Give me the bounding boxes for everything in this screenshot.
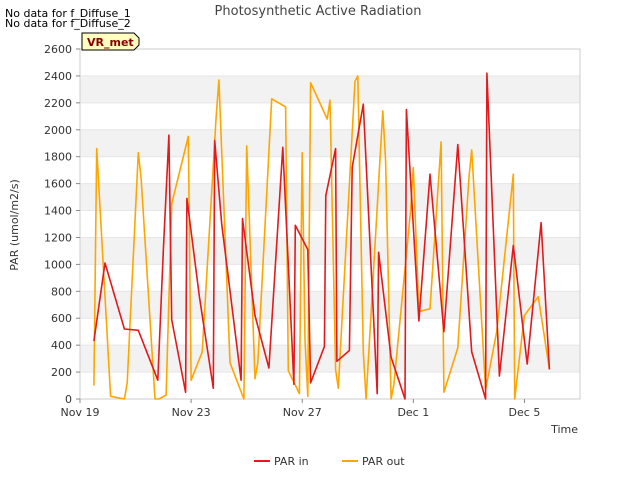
badge-shape xyxy=(81,32,140,51)
x-tick-label: Dec 1 xyxy=(397,406,429,419)
y-tick-label: 600 xyxy=(51,312,72,325)
vr-met-badge: VR_met xyxy=(81,32,140,51)
y-tick-label: 200 xyxy=(51,366,72,379)
y-tick-label: 1600 xyxy=(44,178,72,191)
y-tick-label: 2000 xyxy=(44,124,72,137)
x-tick-label: Dec 5 xyxy=(509,406,541,419)
y-tick-label: 400 xyxy=(51,339,72,352)
y-tick-label: 2400 xyxy=(44,70,72,83)
grid-bands xyxy=(80,49,580,399)
no-data-note-1: No data for f_Diffuse_1 xyxy=(5,7,131,20)
y-tick-label: 1000 xyxy=(44,258,72,271)
legend-label-par-in: PAR in xyxy=(274,455,309,468)
y-tick-label: 1400 xyxy=(44,205,72,218)
grid-band xyxy=(80,291,580,319)
y-tick-label: 1200 xyxy=(44,231,72,244)
y-tick-label: 800 xyxy=(51,285,72,298)
grid-band xyxy=(80,75,580,103)
y-tick-label: 1800 xyxy=(44,151,72,164)
x-axis: Nov 19 Nov 23 Nov 27 Dec 1 Dec 5 xyxy=(61,399,541,419)
x-axis-title: Time xyxy=(550,423,578,436)
badge-label: VR_met xyxy=(87,36,134,49)
series-layer xyxy=(93,72,551,400)
grid-band xyxy=(80,49,580,76)
legend: PAR in PAR out xyxy=(254,455,405,468)
grid-band xyxy=(80,183,580,211)
grid-band xyxy=(80,210,580,238)
grid-band xyxy=(80,156,580,184)
chart-title: Photosynthetic Active Radiation xyxy=(215,4,422,19)
y-tick-label: 0 xyxy=(65,393,72,406)
x-tick-label: Nov 27 xyxy=(283,406,322,419)
y-tick-label: 2200 xyxy=(44,97,72,110)
x-tick-label: Nov 23 xyxy=(172,406,211,419)
series-line-par-out xyxy=(93,75,551,400)
x-tick-label: Nov 19 xyxy=(61,406,100,419)
grid-band xyxy=(80,345,580,373)
legend-label-par-out: PAR out xyxy=(362,455,405,468)
series-line-par-in xyxy=(93,72,551,400)
no-data-note-2: No data for f_Diffuse_2 xyxy=(5,17,131,30)
y-axis-title: PAR (umol/m2/s) xyxy=(8,179,21,271)
y-axis: 0 200 400 600 800 1000 1200 1400 1600 1800 2000 220… xyxy=(44,43,80,406)
y-tick-label: 2600 xyxy=(44,43,72,56)
grid-band xyxy=(80,264,580,292)
grid-band xyxy=(80,372,580,399)
plot-frame xyxy=(79,48,581,400)
